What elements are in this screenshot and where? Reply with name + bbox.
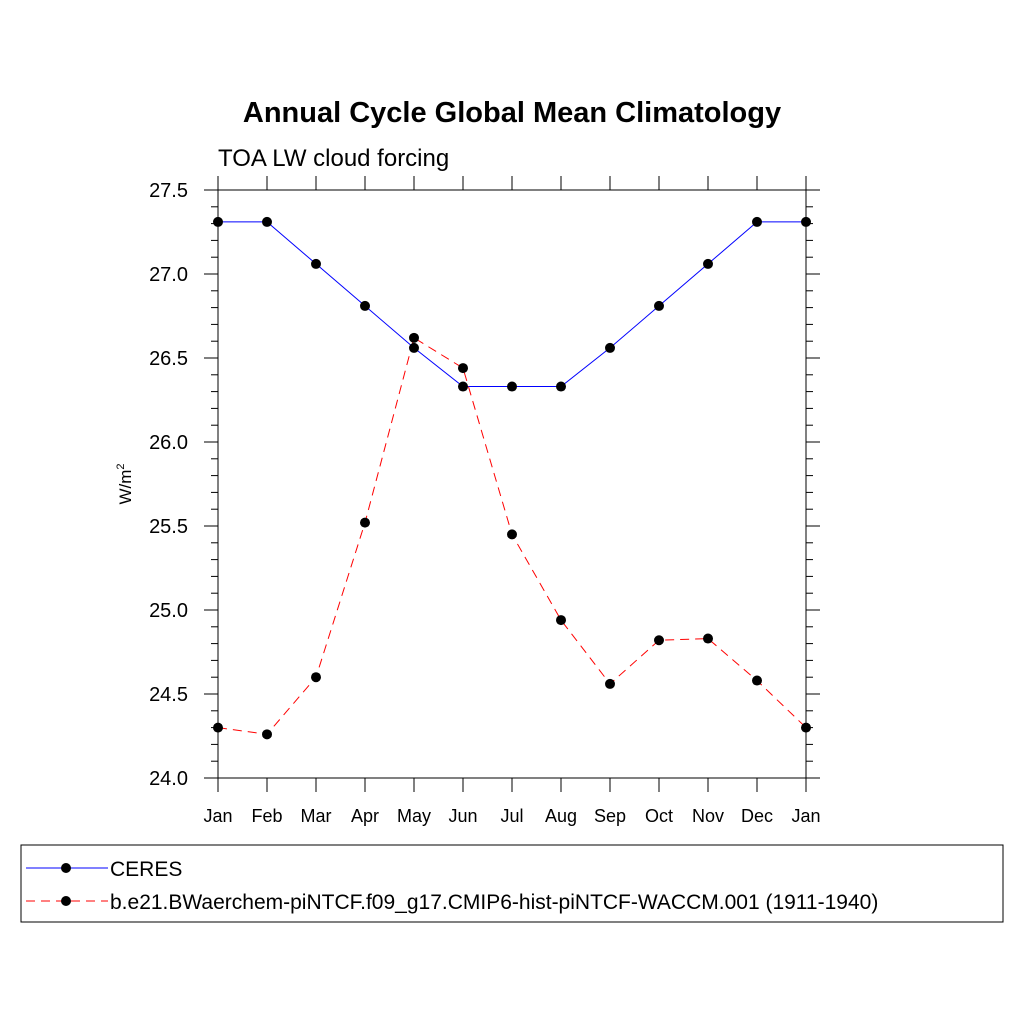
x-tick-label: Oct [645,806,673,826]
series-2-point [752,675,762,686]
series-1-point [458,381,468,392]
series-1-point [703,258,713,269]
series-2-point [360,517,370,528]
chart-title: Annual Cycle Global Mean Climatology [243,97,781,129]
series-2-point [556,615,566,626]
y-tick-label: 27.5 [149,180,188,202]
x-tick-label: Jan [203,806,232,826]
x-tick-label: Nov [692,806,724,826]
series-2-point [801,722,811,733]
series-1-point [311,258,321,269]
y-tick-label: 24.0 [149,768,188,790]
chart-subtitle: TOA LW cloud forcing [218,145,449,172]
y-tick-label: 24.5 [149,684,188,706]
y-tick-label: 25.0 [149,600,188,622]
svg-text:W/m2: W/m2 [115,463,135,504]
y-axis-label-base: W/m [116,470,135,505]
series-1-point [556,381,566,392]
plot-area: 24.0 24.5 25.0 25.5 26.0 26.5 27.0 27.5 Jan Feb Ma… [149,176,821,826]
y-axis-label-superscript: 2 [115,463,127,469]
series-1-point [409,342,419,353]
y-axis-label: W/m2 [115,463,135,504]
series-1-point [654,300,664,311]
series-2-point [262,729,272,740]
x-tick-label: Dec [741,806,773,826]
series-2-point [507,529,517,540]
series-1-point [605,342,615,353]
x-tick-label: Apr [351,806,379,826]
x-tick-label: Sep [594,806,626,826]
series-line-1 [218,221,806,388]
series-1-point [507,381,517,392]
x-tick-label: Aug [545,806,577,826]
x-tick-label: Jun [448,806,477,826]
y-tick-label: 25.5 [149,516,188,538]
series-1-point [801,216,811,227]
legend: CERES b.e21.BWaerchem-piNTCF.f09_g17.CMIP… [20,844,1004,923]
x-tick-label: Jul [500,806,523,826]
x-tick-label: Jan [791,806,820,826]
y-tick-label: 26.5 [149,348,188,370]
legend-box [20,844,1004,923]
series-2-point [605,678,615,689]
series-1-point [752,216,762,227]
legend-label-1: CERES [110,858,182,881]
y-tick-label: 26.0 [149,432,188,454]
x-tick-label: Mar [301,806,332,826]
plot-frame [217,189,807,779]
legend-label-2: b.e21.BWaerchem-piNTCF.f09_g17.CMIP6-his… [110,891,878,914]
series-1-point [262,216,272,227]
legend-swatch-marker-1 [61,863,71,873]
series-2-point [703,633,713,644]
legend-swatch-marker-2 [61,896,71,906]
x-tick-label: May [397,806,431,826]
y-tick-label: 27.0 [149,264,188,286]
series-2-point [213,722,223,733]
series-2-point [409,332,419,343]
series-2-point [654,635,664,646]
series-1-point [360,300,370,311]
series-2-point [458,363,468,374]
series-2-point [311,672,321,683]
series-1-point [213,216,223,227]
x-tick-label: Feb [251,806,282,826]
